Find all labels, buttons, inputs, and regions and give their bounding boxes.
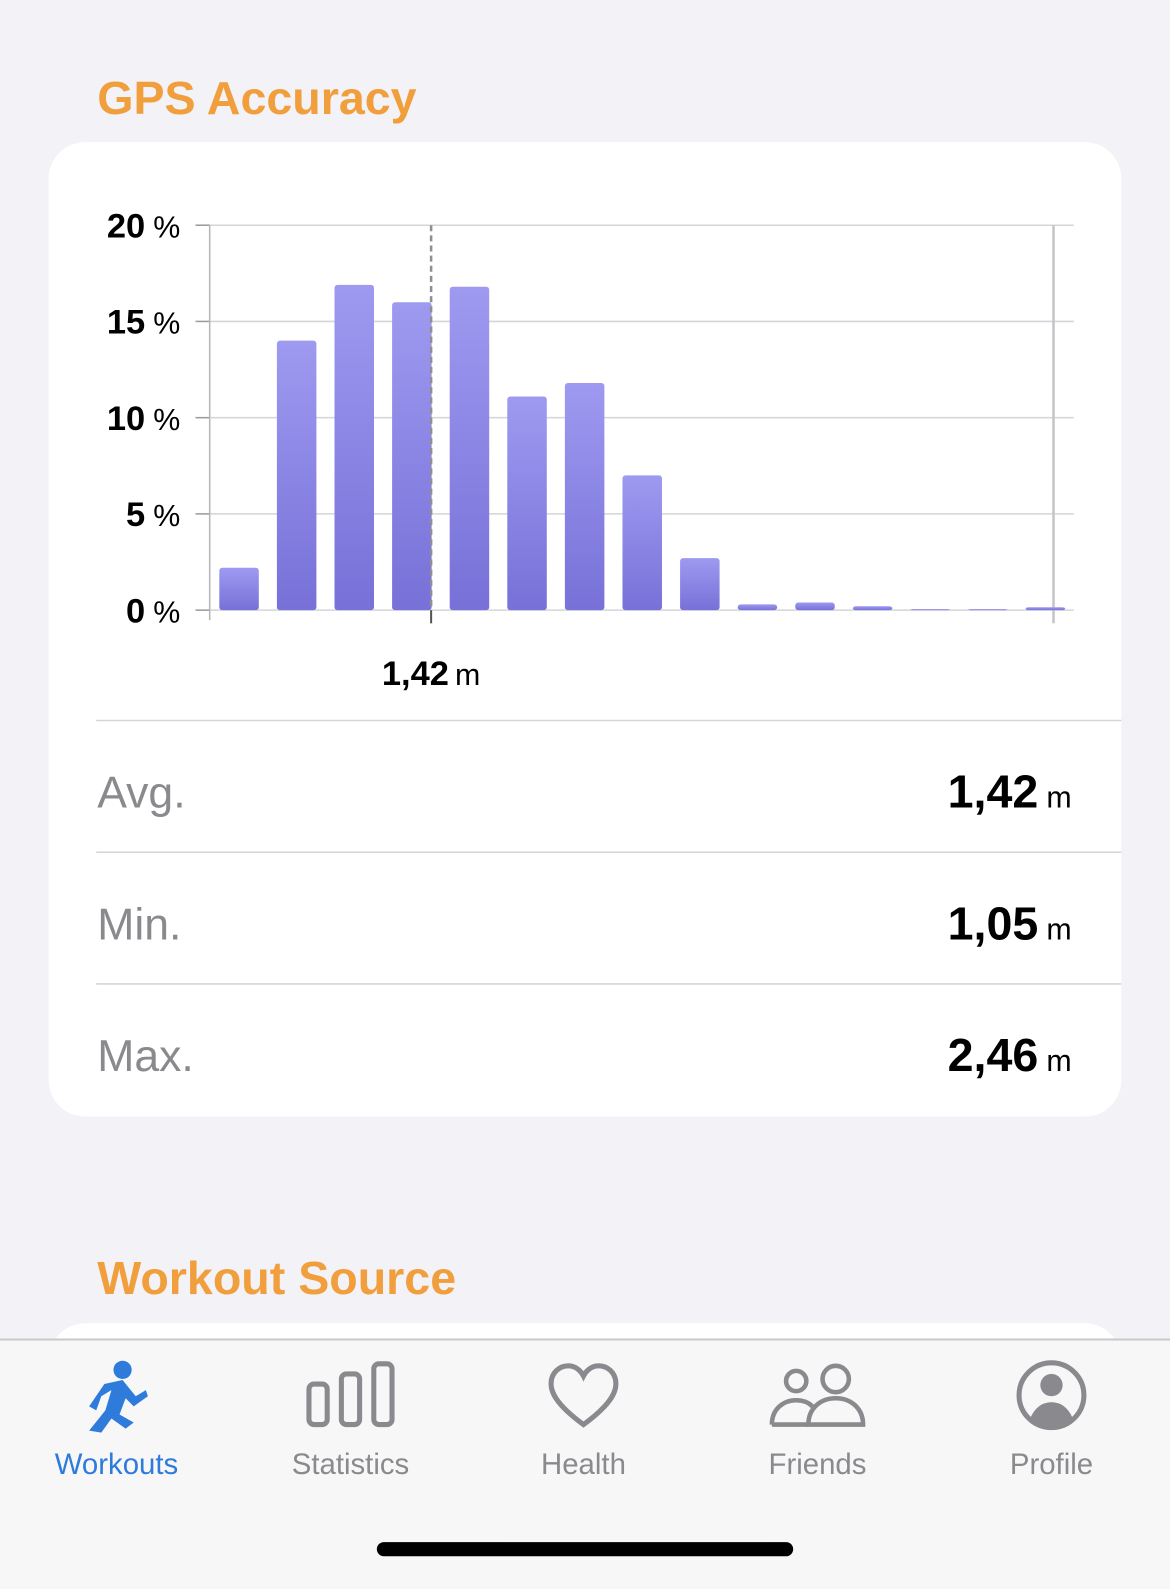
- bar: [334, 284, 375, 611]
- health-icon[interactable]: [548, 1363, 619, 1428]
- y-tick-label: 0%: [126, 592, 180, 630]
- y-tick-value: 15: [107, 304, 145, 342]
- stat-unit: m: [1046, 912, 1071, 946]
- y-tick-value: 5: [126, 496, 145, 534]
- y-tick-unit: %: [153, 499, 180, 533]
- stat-number: 1,42: [948, 766, 1039, 818]
- tab-label[interactable]: Statistics: [292, 1448, 409, 1481]
- bar: [219, 567, 259, 611]
- bar: [276, 340, 317, 611]
- profile-icon[interactable]: [1016, 1360, 1087, 1431]
- chart: 0 %5 %10 %15 %20 %1,42 m: [107, 207, 1074, 693]
- bar: [852, 606, 893, 611]
- y-tick-label: 20%: [107, 207, 180, 245]
- stat-unit: m: [1046, 781, 1071, 815]
- stat-value: 2,46 m: [948, 1029, 1072, 1081]
- bar: [449, 286, 490, 611]
- stat-number: 2,46: [948, 1029, 1039, 1081]
- stat-label: Max.: [97, 1032, 194, 1081]
- y-tick-unit: %: [153, 210, 180, 244]
- stat-label: Min.: [97, 900, 181, 949]
- stat-value: 1,05 m: [948, 897, 1072, 949]
- section-title: Workout Source: [97, 1252, 456, 1304]
- tab-label[interactable]: Health: [541, 1448, 626, 1481]
- y-tick-label: 10%: [107, 400, 180, 438]
- y-tick-unit: %: [153, 307, 180, 341]
- bar: [392, 302, 432, 611]
- bar: [564, 383, 605, 611]
- y-tick-label: 5%: [126, 496, 180, 534]
- section-title: GPS Accuracy: [97, 72, 416, 124]
- stat-number: 1,05: [948, 897, 1039, 949]
- y-tick-label: 15%: [107, 304, 180, 342]
- card: [48, 142, 1122, 1117]
- bar: [1025, 607, 1066, 611]
- bar: [968, 609, 1008, 611]
- friends-icon[interactable]: [769, 1363, 866, 1427]
- bar: [737, 604, 778, 611]
- y-tick-value: 0: [126, 592, 145, 630]
- stat-label: Avg.: [97, 769, 185, 818]
- tab-label[interactable]: Friends: [769, 1448, 867, 1481]
- workouts-icon[interactable]: [89, 1360, 148, 1433]
- bar: [910, 609, 950, 611]
- bar: [795, 602, 835, 611]
- tab-label[interactable]: Profile: [1010, 1448, 1093, 1481]
- statistics-icon[interactable]: [306, 1361, 395, 1428]
- y-tick-value: 10: [107, 400, 145, 438]
- y-tick-unit: %: [153, 595, 180, 629]
- bar: [680, 558, 720, 611]
- marker-unit: m: [455, 658, 480, 692]
- marker-value: 1,42: [382, 655, 449, 693]
- bar: [622, 475, 662, 611]
- tab-label[interactable]: Workouts: [55, 1448, 178, 1481]
- marker-label: 1,42 m: [382, 655, 480, 693]
- tab-labels: Workouts Statistics Health Friends Profile: [55, 1448, 1093, 1481]
- stat-unit: m: [1046, 1044, 1071, 1078]
- y-tick-unit: %: [153, 403, 180, 437]
- y-tick-value: 20: [107, 207, 145, 245]
- home-indicator: [376, 1542, 794, 1557]
- bar: [507, 396, 547, 611]
- stat-value: 1,42 m: [948, 766, 1072, 818]
